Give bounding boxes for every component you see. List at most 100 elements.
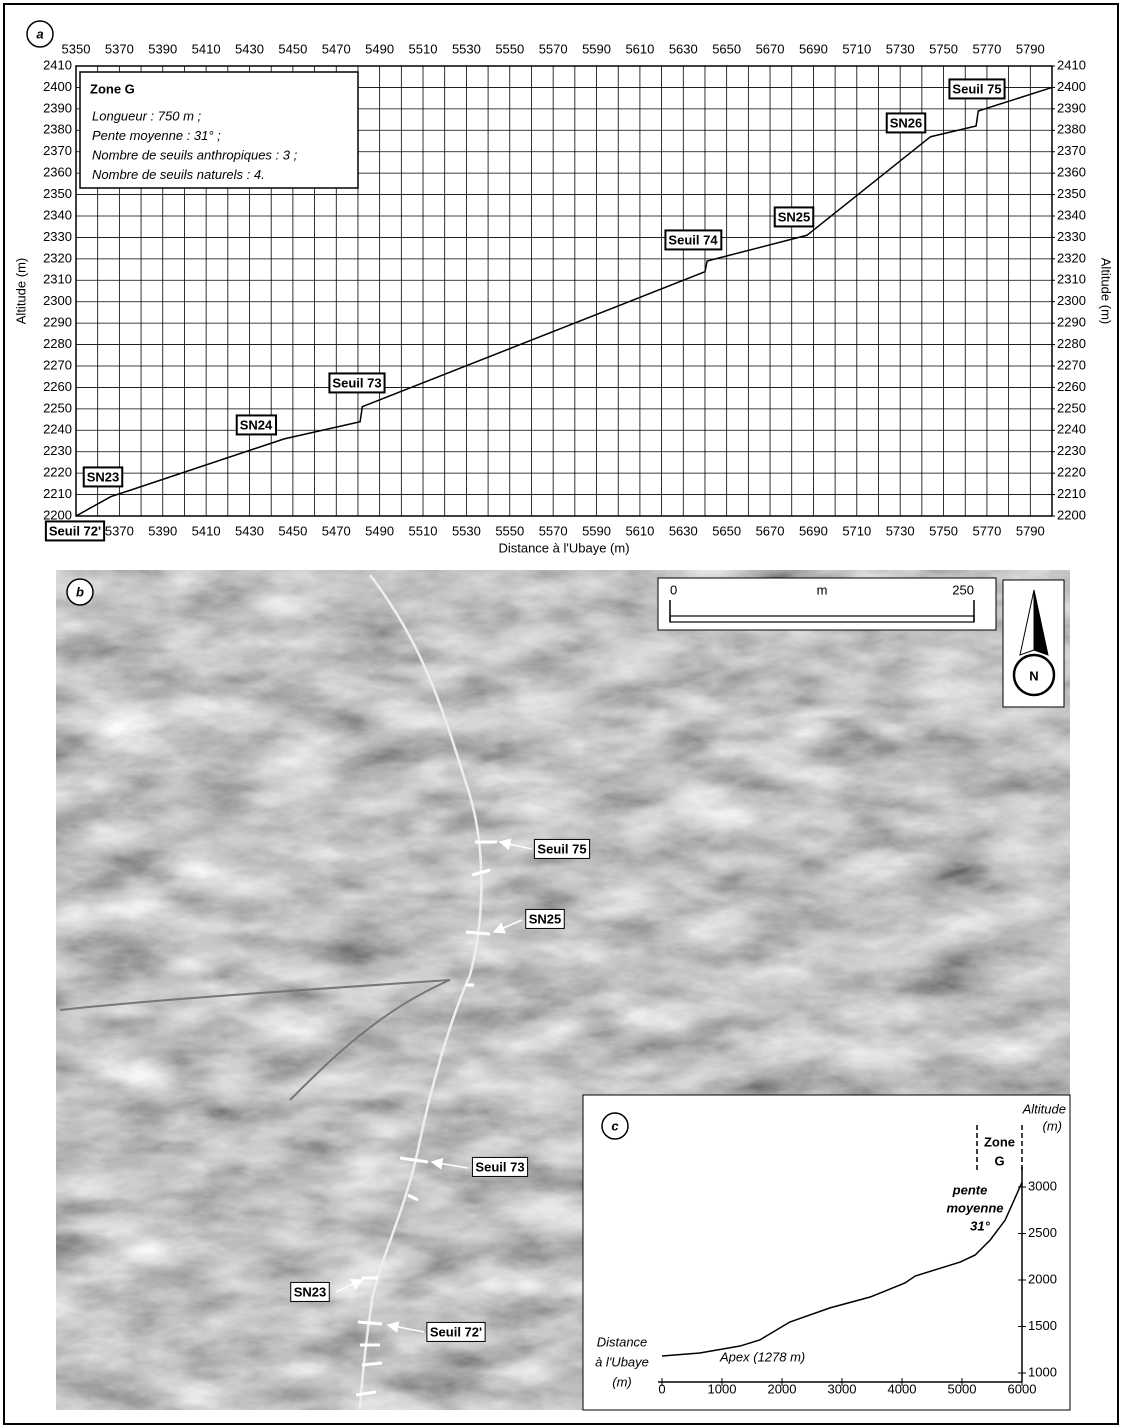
photo-annotation: Seuil 75 <box>537 841 586 856</box>
y2-tick-label: 2380 <box>1057 122 1086 137</box>
y-axis-title: Altitude (m) <box>13 258 28 324</box>
x-tick-label: 5650 <box>712 523 741 538</box>
y-tick-label: 2300 <box>43 293 72 308</box>
y2-tick-label: 2280 <box>1057 336 1086 351</box>
y-tick-label: 2380 <box>43 122 72 137</box>
photo-annotation: Seuil 72' <box>430 1324 482 1339</box>
annotation: SN26 <box>890 115 923 130</box>
info-line: Nombre de seuils naturels : 4. <box>92 167 265 182</box>
y2-tick-label: 2290 <box>1057 315 1086 330</box>
y2-tick-label: 2340 <box>1057 207 1086 222</box>
x-tick-label: 5670 <box>756 523 785 538</box>
panel-label: c <box>611 1118 619 1133</box>
y2-tick-label: 2320 <box>1057 250 1086 265</box>
y2-tick-label: 2230 <box>1057 443 1086 458</box>
y-tick-label: 2200 <box>43 507 72 522</box>
panel-label-circle <box>26 20 54 48</box>
y-tick-label: 2260 <box>43 379 72 394</box>
x-tick-label-top: 5790 <box>1016 41 1045 56</box>
photo-annotation-box <box>533 838 591 859</box>
x-tick-label-top: 5490 <box>365 41 394 56</box>
y-tick-label: 2370 <box>43 143 72 158</box>
x-tick-label: 5510 <box>409 523 438 538</box>
scale-unit: m <box>817 582 828 597</box>
x-tick-label-top: 5370 <box>105 41 134 56</box>
x-tick-label-top: 5750 <box>929 41 958 56</box>
y-tick-label: 2320 <box>43 250 72 265</box>
photo-annotation: Seuil 73 <box>475 1159 524 1174</box>
y2-tick-label: 2360 <box>1057 165 1086 180</box>
x-tick-label: 5730 <box>886 523 915 538</box>
x-tick-label: 5530 <box>452 523 481 538</box>
x-tick-label-top: 5550 <box>495 41 524 56</box>
x-tick-label: 5000 <box>948 1381 977 1396</box>
y2-tick-label: 2260 <box>1057 379 1086 394</box>
x-tick-label-top: 5590 <box>582 41 611 56</box>
panel-label-circle <box>601 1112 629 1140</box>
x-tick-label-top: 5630 <box>669 41 698 56</box>
x-tick-label: 5410 <box>192 523 221 538</box>
x-tick-label: 3000 <box>828 1381 857 1396</box>
x-tick-label: 5790 <box>1016 523 1045 538</box>
photo-annotation: SN25 <box>529 911 562 926</box>
y-tick-label: 2500 <box>1028 1225 1057 1240</box>
zone-label: Zone <box>984 1134 1015 1149</box>
annotation: SN24 <box>240 417 273 432</box>
y2-tick-label: 2240 <box>1057 422 1086 437</box>
x-tick-label: 5550 <box>495 523 524 538</box>
y-tick-label: 2340 <box>43 207 72 222</box>
panel-label-circle <box>66 578 94 606</box>
y-tick-label: 2270 <box>43 357 72 372</box>
scale-label: 0 <box>670 582 677 597</box>
info-line: Pente moyenne : 31° ; <box>92 128 221 143</box>
x-tick-label: 5450 <box>278 523 307 538</box>
y-tick-label: 1500 <box>1028 1318 1057 1333</box>
info-line: Nombre de seuils anthropiques : 3 ; <box>92 147 298 162</box>
x-tick-label-top: 5770 <box>972 41 1001 56</box>
x-tick-label-top: 5350 <box>62 41 91 56</box>
x-tick-label-top: 5730 <box>886 41 915 56</box>
y-tick-label: 1000 <box>1028 1364 1057 1379</box>
y-tick-label: 2280 <box>43 336 72 351</box>
x-tick-label-top: 5610 <box>625 41 654 56</box>
annotation-box <box>44 520 106 542</box>
x-tick-label: 5750 <box>929 523 958 538</box>
x-tick-label-top: 5450 <box>278 41 307 56</box>
plot-border <box>75 65 1053 517</box>
x-tick-label: 4000 <box>888 1381 917 1396</box>
photo-annotation-box <box>471 1156 529 1177</box>
annotation-box <box>235 414 278 436</box>
y-tick-label: 2230 <box>43 443 72 458</box>
x-tick-label-top: 5690 <box>799 41 828 56</box>
x-tick-label-top: 5670 <box>756 41 785 56</box>
panel-label: a <box>36 26 43 41</box>
y2-tick-label: 2220 <box>1057 465 1086 480</box>
photo-annotation-box <box>426 1321 486 1342</box>
annotation-box <box>82 466 124 488</box>
zone-label: G <box>994 1153 1004 1168</box>
info-title: Zone G <box>90 81 135 96</box>
annotation: Seuil 72' <box>49 523 101 538</box>
info-box <box>79 71 359 189</box>
north-arrow <box>1002 579 1065 708</box>
x-tick-label-top: 5410 <box>192 41 221 56</box>
x-tick-label-top: 5510 <box>409 41 438 56</box>
x-axis-title: Distance <box>597 1334 648 1349</box>
photo-annotation: SN23 <box>294 1284 327 1299</box>
x-tick-label-top: 5650 <box>712 41 741 56</box>
x-tick-label: 5690 <box>799 523 828 538</box>
x-tick-label: 0 <box>658 1381 665 1396</box>
y-tick-label: 2390 <box>43 100 72 115</box>
y-axis-title: (m) <box>1043 1118 1063 1133</box>
x-tick-label: 5590 <box>582 523 611 538</box>
x-axis-title: (m) <box>612 1374 632 1389</box>
y2-tick-label: 2370 <box>1057 143 1086 158</box>
scale-label: 250 <box>952 582 974 597</box>
y-tick-label: 2250 <box>43 400 72 415</box>
inset-panel <box>582 1094 1071 1411</box>
y2-tick-label: 2210 <box>1057 486 1086 501</box>
frame <box>3 3 1119 1425</box>
y-axis-title: Altitude <box>1022 1101 1066 1116</box>
y-tick-label: 2410 <box>43 57 72 72</box>
y-tick-label: 2290 <box>43 315 72 330</box>
